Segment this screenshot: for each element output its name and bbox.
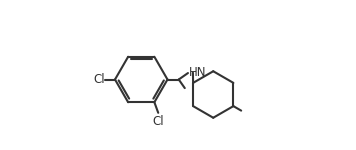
Text: HN: HN bbox=[189, 66, 206, 79]
Text: Cl: Cl bbox=[93, 73, 105, 86]
Text: Cl: Cl bbox=[153, 115, 164, 128]
